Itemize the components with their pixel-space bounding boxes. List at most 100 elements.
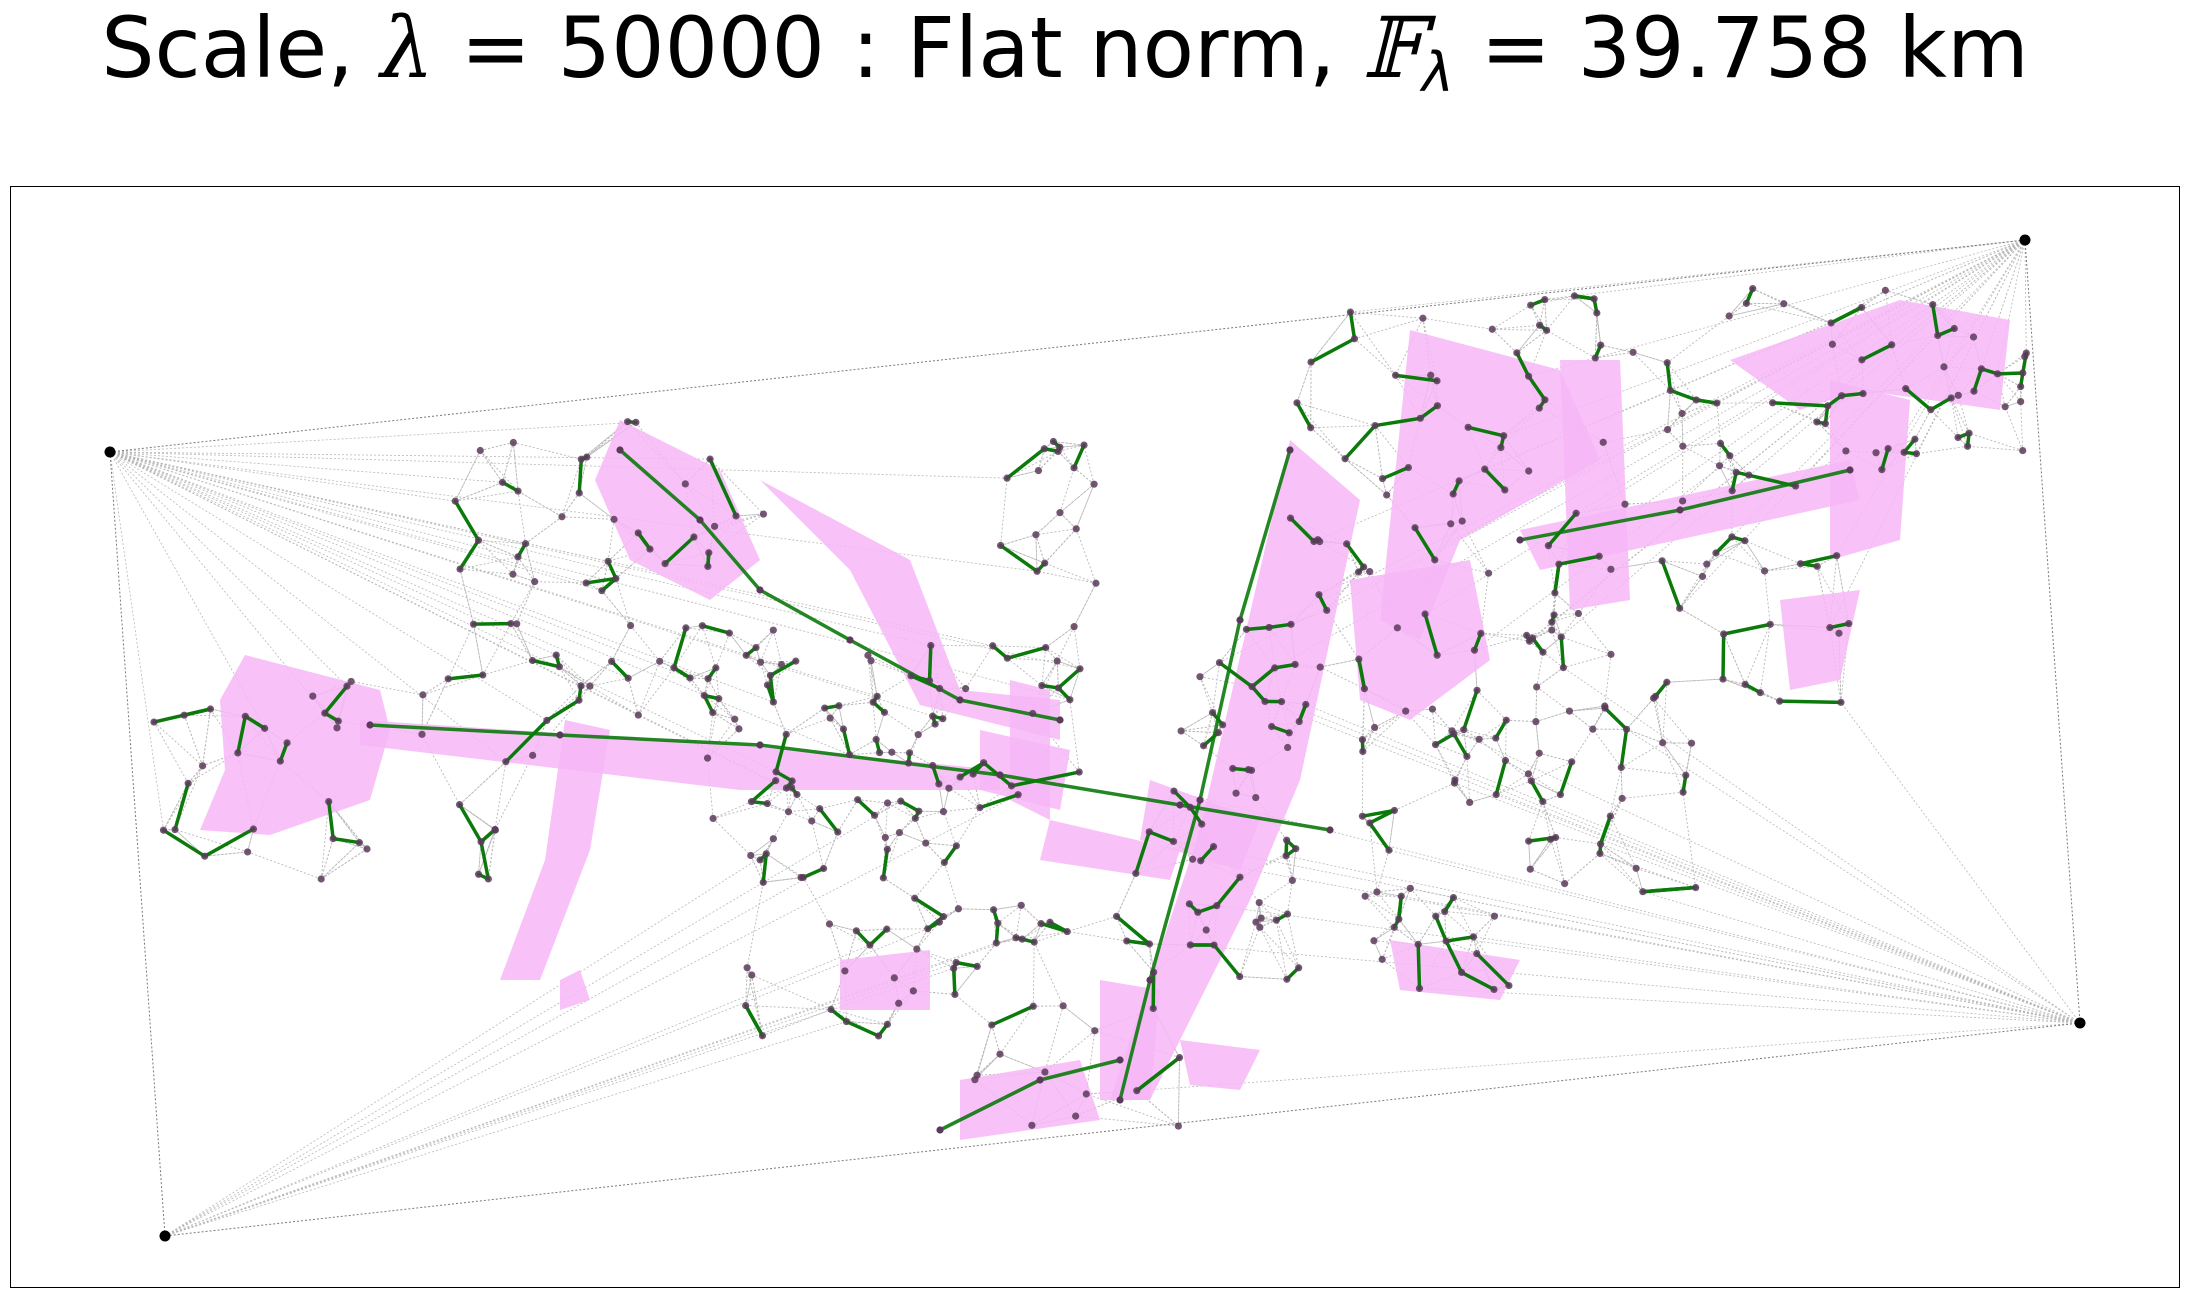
triangulation-edge [1259,902,1288,915]
triangulation-edge [1410,887,1454,898]
network-node [1038,681,1046,690]
network-node [1378,955,1386,963]
network-node [1092,579,1100,587]
triangulation-edge [174,765,203,830]
network-node [1837,698,1845,706]
network-node [1902,385,1910,393]
network-node [586,682,594,690]
network-node [1632,864,1640,872]
triangulation-edge [954,966,978,995]
network-node [1676,506,1684,514]
triangulation-edge [517,491,526,544]
network-edge [743,1003,765,1038]
network-node [895,999,903,1007]
network-node [907,672,915,680]
network-node [1040,445,1048,453]
network-node [756,856,764,864]
triangulation-edge [751,974,832,1010]
triangulation-edge [174,829,206,857]
triangulation-edge [745,974,753,1006]
title-norm-value: = 39.758 km [1453,0,2029,97]
triangulation-edge [1264,701,2081,1024]
hull-edge [109,239,2026,453]
network-edge [479,840,491,881]
network-node [1194,908,1202,916]
triangulation-edge [1532,621,1553,639]
network-node [317,875,325,883]
triangulation-edge [690,677,709,680]
triangulation-edge [109,421,636,453]
triangulation-edge [760,660,796,663]
network-node [1703,560,1711,568]
network-edge [841,727,852,757]
triangulation-edge [1059,467,1075,513]
flat-norm-region [960,1060,1100,1140]
triangulation-edge [1434,559,1489,574]
triangulation-edge [1044,562,1097,584]
network-node [1473,686,1481,694]
network-node [634,711,642,719]
triangulation-edge [479,450,503,483]
network-node [1360,685,1369,693]
network-node [656,657,664,665]
network-node [1366,819,1374,827]
network-node [1343,540,1351,548]
triangulation-edge [1432,709,1436,745]
network-node [929,761,937,770]
triangulation-edge [1492,304,1531,330]
network-node [1527,777,1535,785]
triangulation-edge [1059,446,1075,469]
triangulation-edge [948,787,981,808]
network-node [1828,340,1836,348]
triangulation-edge [1642,891,2081,1024]
network-edge [1546,511,1578,548]
network-node [1252,918,1260,926]
triangulation-edge [1268,239,2026,628]
triangulation-edge [1574,295,1598,314]
triangulation-edge [585,582,603,592]
triangulation-edge [637,667,675,716]
triangulation-edge [1563,653,1612,669]
triangulation-edge [844,930,857,972]
triangulation-edge [1275,919,1300,968]
network-node [1725,312,1733,320]
triangulation-edge [1544,295,1575,301]
triangulation-edge [760,630,774,663]
triangulation-edge [1181,724,1223,732]
network-node [1463,752,1471,761]
network-node [1286,446,1294,454]
triangulation-edge [1604,654,1612,707]
network-node [419,691,427,699]
triangulation-edge [494,755,534,830]
flat-norm-region [500,720,610,980]
network-edge [1373,416,1423,428]
triangulation-edge [1057,444,1085,452]
triangulation-edge [109,451,602,592]
triangulation-edge [1007,657,1058,662]
triangulation-edge [517,490,563,518]
triangulation-edge [1000,478,1008,546]
triangulation-edge [1679,576,1703,609]
network-node [418,730,426,738]
triangulation-edge [1318,571,1370,596]
network-node [575,489,583,497]
network-node [1679,497,1687,505]
network-edge [1494,758,1508,797]
triangulation-edge [849,752,880,756]
triangulation-edge [421,694,424,735]
network-node [2022,349,2030,357]
network-node [1911,435,1919,443]
triangulation-edge [767,787,787,804]
network-node [1833,552,1841,560]
network-node [1210,941,1218,949]
triangulation-edge [1564,853,1601,884]
network-node [1878,466,1886,474]
triangulation-edge [482,660,533,676]
triangulation-edge [561,492,580,518]
network-node [1265,623,1273,632]
network-node [1488,325,1496,333]
triangulation-edge [1492,328,1547,331]
network-node [1525,467,1533,475]
network-edge [927,643,933,683]
triangulation-edge [913,990,955,995]
